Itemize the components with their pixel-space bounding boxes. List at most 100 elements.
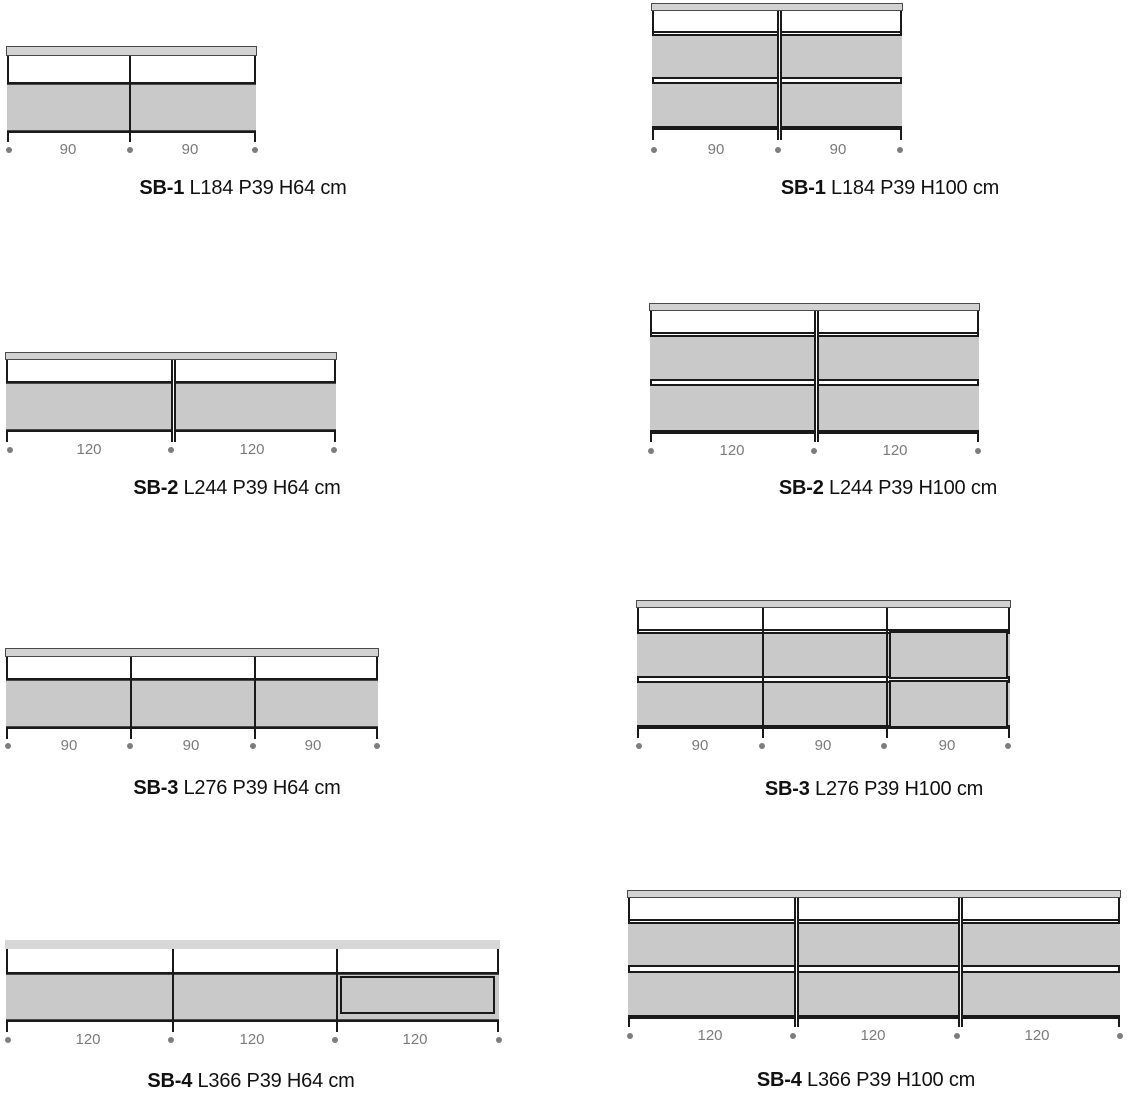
leg-dot [332,1037,338,1043]
framed-door-panel [340,976,495,1014]
leg-left [6,432,8,442]
leg-dot [954,1033,960,1039]
leg-dot [5,1037,11,1043]
module-divider [762,608,764,738]
leg-dot [790,1033,796,1039]
diagram-caption: SB-3 L276 P39 H100 cm [765,778,983,801]
shelf-line [6,678,378,680]
shelf-line [7,82,256,84]
module-divider [336,949,338,1032]
dimension-label: 90 [829,141,847,158]
dimension-label: 120 [860,1027,886,1044]
dimension-label: 90 [938,737,956,754]
top-strip [5,648,379,657]
dimension-label: 90 [60,737,78,754]
caption-specs: L244 P39 H64 cm [178,477,341,499]
caption-model: SB-4 [756,1069,802,1091]
dimension-label: 90 [691,737,709,754]
leg-dot [6,147,12,153]
caption-model: SB-1 [780,177,826,199]
leg-dot [7,447,13,453]
leg-right [977,434,979,442]
dimension-label: 120 [402,1031,428,1048]
diagram-caption: SB-1 L184 P39 H64 cm [139,177,346,200]
caption-model: SB-4 [147,1070,193,1092]
dimension-label: 120 [719,442,745,459]
leg-dot [975,448,981,454]
leg-left [628,1019,630,1027]
dimension-label: 120 [1024,1027,1050,1044]
shelf-line [628,919,1120,921]
module-divider [886,608,888,738]
framed-panel-2 [889,680,1008,728]
leg-right [334,432,336,442]
caption-specs: L276 P39 H64 cm [178,777,341,799]
leg-dot [759,743,765,749]
top-strip [6,46,257,56]
module-divider [794,898,799,1027]
top-strip [636,600,1011,608]
module-divider [958,898,963,1027]
dimension-label: 90 [181,141,199,158]
dimension-label: 90 [304,737,322,754]
module-divider [814,311,819,442]
top-strip [651,3,903,11]
top-strip [627,890,1121,898]
leg-left [7,133,9,142]
caption-model: SB-1 [139,177,185,199]
dimension-label: 90 [814,737,832,754]
leg-left [637,729,639,738]
leg-right [376,729,378,739]
dimension-label: 120 [76,441,102,458]
leg-dot [1005,743,1011,749]
leg-dot [636,743,642,749]
shelf-line [637,629,1010,631]
diagram-caption: SB-3 L276 P39 H64 cm [133,777,340,800]
caption-specs: L366 P39 H100 cm [801,1069,976,1091]
leg-left [6,729,8,739]
caption-model: SB-3 [133,777,179,799]
diagram-caption: SB-2 L244 P39 H64 cm [133,477,340,500]
top-strip [5,352,337,360]
dimension-label: 120 [697,1027,723,1044]
diagram-caption: SB-4 L366 P39 H100 cm [757,1069,975,1092]
leg-left [650,434,652,442]
leg-right [1008,729,1010,738]
leg-dot [651,147,657,153]
caption-model: SB-3 [764,778,810,800]
diagram-caption: SB-2 L244 P39 H100 cm [779,477,997,500]
leg-dot [250,743,256,749]
panel-row-1 [6,680,378,727]
top-strip [5,940,500,949]
leg-dot [252,147,258,153]
leg-dot [648,448,654,454]
leg-right [900,130,902,140]
leg-dot [627,1033,633,1039]
dimension-label: 90 [59,141,77,158]
panel-row-2 [628,971,1120,1017]
module-divider [777,11,782,140]
leg-left [6,1022,8,1032]
top-strip [649,303,980,311]
module-divider [130,657,132,739]
module-divider [171,360,176,442]
dimension-label: 120 [239,441,265,458]
dimension-label: 90 [707,141,725,158]
caption-specs: L184 P39 H64 cm [184,177,347,199]
leg-dot [881,743,887,749]
leg-dot [5,743,11,749]
caption-specs: L276 P39 H100 cm [809,778,984,800]
dimension-label: 120 [882,442,908,459]
panel-row-1 [628,922,1120,967]
leg-dot [127,147,133,153]
caption-specs: L184 P39 H100 cm [825,177,1000,199]
caption-model: SB-2 [778,477,824,499]
module-divider [254,657,256,739]
module-divider [129,56,131,142]
module-divider [172,949,174,1032]
leg-dot [775,147,781,153]
dimension-label: 120 [239,1031,265,1048]
framed-panel-1 [889,631,1008,679]
leg-dot [127,743,133,749]
